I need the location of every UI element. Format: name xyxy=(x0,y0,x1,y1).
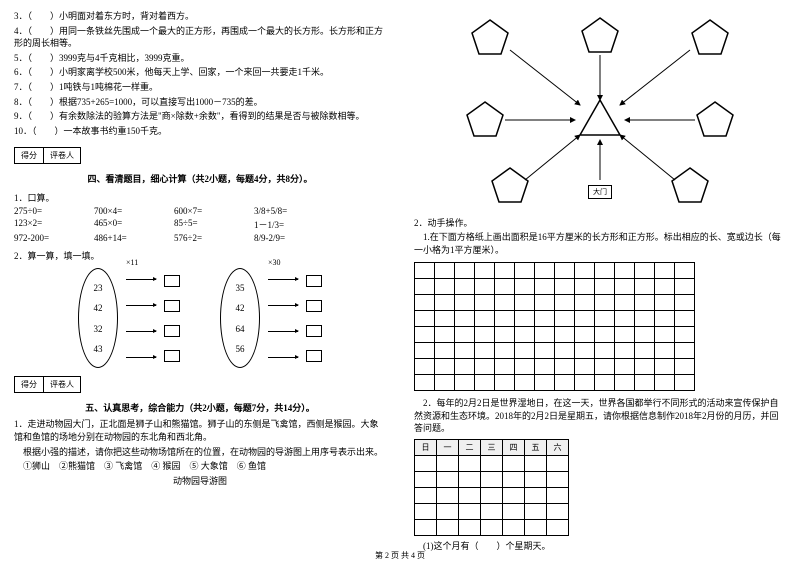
arrow-icon xyxy=(268,331,298,332)
calc-label: 1．口算。 xyxy=(14,191,386,204)
arrow-icon xyxy=(268,279,298,280)
q7: 7．（ ）1吨铁与1吨棉花一样重。 xyxy=(14,81,386,94)
arrow-icon xyxy=(268,357,298,358)
calc-row-1: 275÷0= 700×4= 600×7= 3/8+5/8= xyxy=(14,206,386,216)
boxes-1 xyxy=(164,268,180,368)
answer-box[interactable] xyxy=(306,325,322,337)
q3: 3．（ ）小明面对着东方时，背对着西方。 xyxy=(14,10,386,23)
zoo-svg xyxy=(440,10,760,210)
arrow-icon xyxy=(126,357,156,358)
arrows-2 xyxy=(268,268,298,368)
q5-1: 1．走进动物园大门，正北面是狮子山和熊猫馆。狮子山的东侧是飞禽馆，西侧是猴园。大… xyxy=(14,418,386,443)
oval-group-1: ×11 23 42 32 43 xyxy=(78,268,180,368)
calendar-table[interactable]: 日一二三四五六 xyxy=(414,439,569,536)
oval-diagram: ×11 23 42 32 43 ×30 35 xyxy=(14,268,386,368)
arrow-icon xyxy=(126,331,156,332)
oval-2: 35 42 64 56 xyxy=(220,268,260,368)
q5: 5．（ ）3999克与4千克相比，3999克重。 xyxy=(14,52,386,65)
answer-box[interactable] xyxy=(306,275,322,287)
grid-paper[interactable] xyxy=(414,262,695,391)
q2-1: 1.在下面方格纸上画出面积是16平方厘米的长方形和正方形。标出相应的长、宽或边长… xyxy=(414,231,786,256)
calc-item: 8/9-2/9= xyxy=(254,233,314,243)
oval-val: 64 xyxy=(236,324,245,334)
oval-val: 35 xyxy=(236,283,245,293)
calc-item: 972-200= xyxy=(14,233,74,243)
q5-legend: ①狮山 ②熊猫馆 ③ 飞禽馆 ④ 猴园 ⑤ 大象馆 ⑥ 鱼馆 xyxy=(14,460,386,473)
mult-label-1: ×11 xyxy=(126,258,138,267)
grader-label: 评卷人 xyxy=(44,377,80,392)
answer-box[interactable] xyxy=(306,300,322,312)
calc-item: 123×2= xyxy=(14,218,74,231)
q10: 10．（ ）一本故事书约重150千克。 xyxy=(14,125,386,138)
q2-2: 2．每年的2月2日是世界湿地日，在这一天，世界各国都举行不同形式的活动来宣传保护… xyxy=(414,397,786,435)
answer-box[interactable] xyxy=(164,275,180,287)
section-5-title: 五、认真思考，综合能力（共2小题，每题7分，共14分）。 xyxy=(14,401,386,414)
zoo-diagram: 大门 xyxy=(440,10,760,210)
boxes-2 xyxy=(306,268,322,368)
calc-item: 700×4= xyxy=(94,206,154,216)
answer-box[interactable] xyxy=(164,325,180,337)
q4: 4．（ ）用同一条铁丝先围成一个最大的正方形，再围成一个最大的长方形。长方形和正… xyxy=(14,25,386,50)
calc-row-3: 972-200= 486+14= 576÷2= 8/9-2/9= xyxy=(14,233,386,243)
oval-val: 23 xyxy=(94,283,103,293)
q5-map-title: 动物园导游图 xyxy=(14,475,386,488)
oval-val: 32 xyxy=(94,324,103,334)
calc-item: 3/8+5/8= xyxy=(254,206,314,216)
arrows-1 xyxy=(126,268,156,368)
answer-box[interactable] xyxy=(164,350,180,362)
calc-row-2: 123×2= 465×0= 85÷5= 1－1/3= xyxy=(14,218,386,231)
score-box-4: 得分 评卷人 xyxy=(14,147,81,164)
page-footer: 第 2 页 共 4 页 xyxy=(0,550,800,561)
gate-label: 大门 xyxy=(588,185,612,199)
arrow-icon xyxy=(268,305,298,306)
q6: 6．（ ）小明家离学校500米，他每天上学、回家，一个来回一共要走1千米。 xyxy=(14,66,386,79)
calc-item: 486+14= xyxy=(94,233,154,243)
oval-group-2: ×30 35 42 64 56 xyxy=(220,268,322,368)
q9: 9．（ ）有余数除法的验算方法是"商×除数+余数"，看得到的结果是否与被除数相等… xyxy=(14,110,386,123)
oval-1: 23 42 32 43 xyxy=(78,268,118,368)
score-label: 得分 xyxy=(15,148,44,163)
oval-val: 42 xyxy=(94,303,103,313)
oval-val: 56 xyxy=(236,344,245,354)
calc-item: 576÷2= xyxy=(174,233,234,243)
calc-item: 275÷0= xyxy=(14,206,74,216)
arrow-icon xyxy=(126,279,156,280)
calc2-label: 2．算一算，填一填。 xyxy=(14,249,386,262)
q2-label: 2．动手操作。 xyxy=(414,216,786,229)
calc-item: 1－1/3= xyxy=(254,218,314,231)
answer-box[interactable] xyxy=(306,350,322,362)
score-box-5: 得分 评卷人 xyxy=(14,376,81,393)
answer-box[interactable] xyxy=(164,300,180,312)
section-4-title: 四、看清题目，细心计算（共2小题，每题4分，共8分）。 xyxy=(14,172,386,185)
calc-item: 465×0= xyxy=(94,218,154,231)
calc-item: 600×7= xyxy=(174,206,234,216)
q8: 8．（ ）根据735+265=1000，可以直接写出1000－735的差。 xyxy=(14,96,386,109)
oval-val: 42 xyxy=(236,303,245,313)
oval-val: 43 xyxy=(94,344,103,354)
grader-label: 评卷人 xyxy=(44,148,80,163)
calc-item: 85÷5= xyxy=(174,218,234,231)
q5-1b: 根据小强的描述，请你把这些动物场馆所在的位置，在动物园的导游图上用序号表示出来。 xyxy=(14,446,386,459)
arrow-icon xyxy=(126,305,156,306)
score-label: 得分 xyxy=(15,377,44,392)
mult-label-2: ×30 xyxy=(268,258,281,267)
